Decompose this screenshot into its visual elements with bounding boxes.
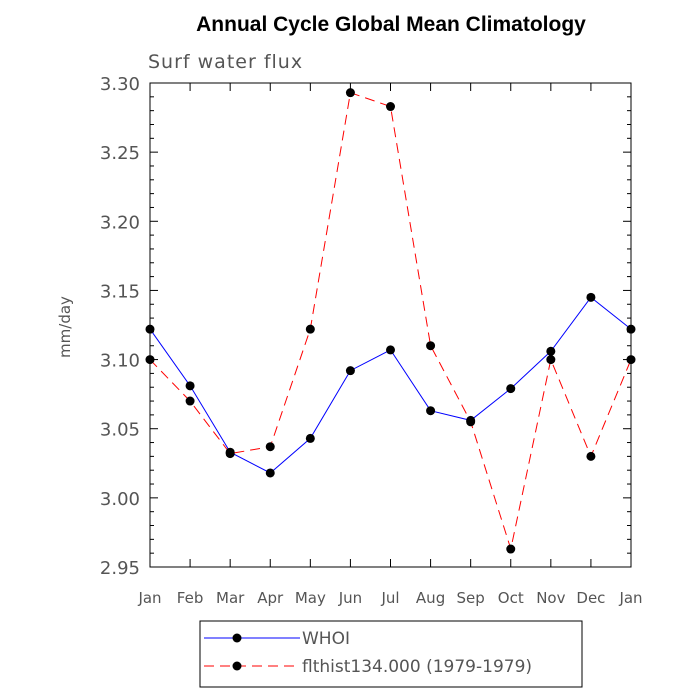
y-tick-label: 3.00 [100,489,140,510]
series-1-point [466,417,476,427]
x-tick-label: Oct [498,589,524,607]
y-tick-label: 2.95 [100,558,140,579]
series-1-point [386,102,395,112]
series-1-point [626,355,636,365]
plot-frame [149,82,632,568]
chart-title: Annual Cycle Global Mean Climatology [196,13,586,36]
series-0-point [345,366,355,376]
legend-label-flthist: flthist134.000 (1979-1979) [302,657,532,677]
legend-marker-whoi [232,633,242,643]
x-tick-label: Mar [216,589,245,607]
series-1-point [506,544,516,554]
y-tick-label: 3.25 [100,143,140,164]
series-line-0 [149,296,632,474]
y-tick-label: 3.05 [100,420,140,441]
x-tick-label: Nov [536,589,565,607]
series-0-point [546,346,556,356]
x-ticks: Jan Feb Mar Apr May Jun Jul Aug Sep Oct Nov Dec Jan [137,83,643,607]
series-1-point [185,396,195,406]
y-axis-label: mm/day [56,296,74,358]
x-tick-label: Feb [177,589,204,607]
series-1-point [145,355,155,365]
x-tick-label: Jan [618,589,642,607]
y-tick-label: 3.20 [100,212,140,233]
series-1-point [345,88,355,98]
series-0-point [185,381,195,391]
series-1-point [546,355,556,365]
series-0-point [626,324,636,334]
series-0-point [426,406,436,416]
series-0-point [586,292,596,302]
legend-marker-flthist [232,661,242,671]
series-0-point [305,433,315,443]
legend: WHOI flthist134.000 (1979-1979) [199,620,583,688]
y-tick-label: 3.30 [100,74,140,95]
series-1-point [305,324,315,334]
series-0-point [506,384,516,394]
x-tick-label: Jan [137,589,161,607]
x-tick-label: Sep [457,589,485,607]
y-tick-label: 3.15 [100,281,140,302]
legend-label-whoi: WHOI [302,629,350,649]
x-tick-label: Jul [380,589,399,607]
series-line-1 [149,92,632,551]
chart-subtitle: Surf water flux [148,51,303,73]
y-tick-label: 3.10 [100,351,140,372]
x-tick-label: Jun [338,589,362,607]
y-ticks: 2.95 3.00 3.05 3.10 3.15 3.20 3.25 3.30 [100,74,631,579]
x-tick-label: Dec [576,589,605,607]
x-tick-label: Aug [416,589,445,607]
data-series [145,88,636,554]
series-1-point [265,442,275,452]
series-0-point [145,324,155,334]
series-1-point [586,451,596,461]
series-0-point [265,468,275,478]
series-1-point [225,449,235,459]
x-tick-label: Apr [257,589,284,607]
x-tick-label: May [295,589,326,607]
legend-box [199,620,583,688]
series-1-point [426,341,436,351]
series-0-point [386,345,395,355]
